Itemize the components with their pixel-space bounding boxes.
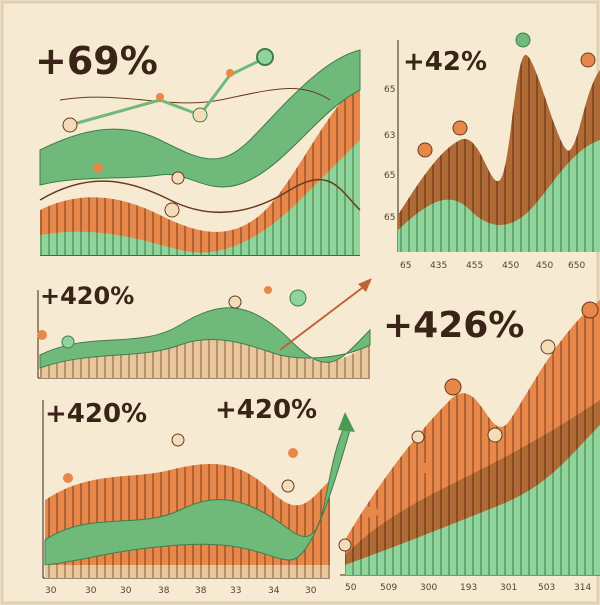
x-label: 30	[305, 586, 317, 596]
panel-1: +69%	[35, 39, 361, 256]
x-label: 503	[538, 583, 555, 593]
x-label: 30	[45, 586, 57, 596]
x-label: 314	[574, 583, 591, 593]
x-label: 435	[430, 261, 447, 271]
panel-title: +420%	[215, 395, 317, 425]
panel-title: +69%	[35, 39, 158, 83]
panel-title: +420%	[40, 282, 134, 310]
panel-title: +420%	[45, 399, 147, 429]
panel-title: +42%	[403, 47, 487, 77]
panel-2: +42% 65 63 65 65 65 435 455 450 450 650	[384, 32, 600, 271]
x-label: 450	[536, 261, 553, 271]
x-label: 650	[568, 261, 585, 271]
x-label: 65	[400, 261, 411, 271]
x-label: 455	[466, 261, 483, 271]
x-label: 34	[268, 586, 280, 596]
y-label: 65	[384, 85, 395, 95]
x-label: 450	[502, 261, 519, 271]
y-label: 63	[384, 131, 395, 141]
x-label: 301	[500, 583, 517, 593]
x-label: 30	[85, 586, 97, 596]
y-label: 65	[384, 213, 395, 223]
x-label: 300	[420, 583, 437, 593]
y-label: 65	[384, 171, 395, 181]
panel-4: +426% 50 509 300 193 301 503 314	[338, 300, 600, 593]
x-label: 33	[230, 586, 241, 596]
panel-5: +420% +420% 30 30 30 38 38 33 34 30	[42, 395, 355, 596]
panel-3: +420%	[37, 278, 372, 379]
x-label: 509	[380, 583, 397, 593]
x-label: 38	[158, 586, 170, 596]
x-label: 193	[460, 583, 477, 593]
x-label: 30	[120, 586, 132, 596]
panel-title: +426%	[383, 305, 524, 346]
x-label: 38	[195, 586, 207, 596]
x-label: 50	[345, 583, 357, 593]
